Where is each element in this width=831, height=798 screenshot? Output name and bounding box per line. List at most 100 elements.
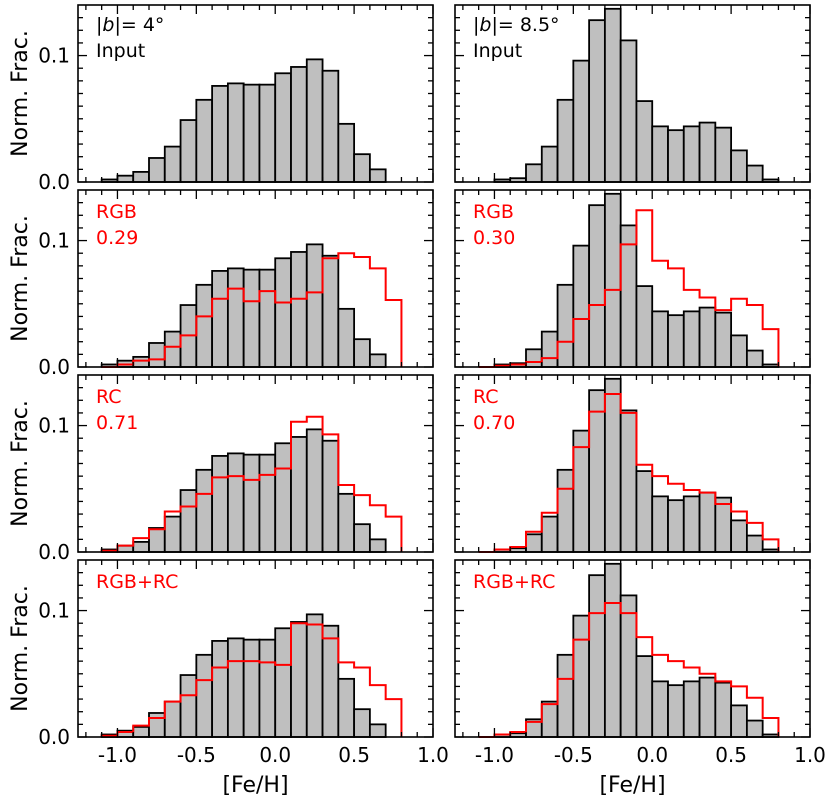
x-tick-label: -0.5 bbox=[554, 743, 593, 767]
input-bar bbox=[667, 129, 685, 183]
input-bar bbox=[730, 149, 748, 183]
field-symbol: |b| bbox=[473, 14, 498, 36]
input-bar bbox=[274, 627, 292, 738]
input-bar bbox=[745, 349, 764, 368]
input-bar bbox=[619, 39, 638, 183]
input-bar bbox=[651, 125, 669, 183]
input-bar bbox=[588, 204, 606, 368]
input-bar bbox=[556, 283, 575, 368]
input-bar bbox=[353, 153, 371, 183]
y-tick-label: 0.1 bbox=[38, 229, 70, 253]
input-bar bbox=[353, 338, 371, 368]
input-bar bbox=[179, 674, 198, 738]
y-tick-label: 0.0 bbox=[38, 725, 70, 749]
input-bar bbox=[290, 66, 308, 183]
input-bar bbox=[226, 637, 245, 738]
x-tick-label: 0.0 bbox=[259, 743, 291, 767]
input-bar bbox=[290, 621, 308, 738]
input-bar bbox=[682, 495, 701, 553]
input-bar bbox=[305, 243, 324, 368]
input-bar bbox=[148, 712, 166, 738]
input-bar bbox=[321, 624, 340, 738]
input-bar bbox=[211, 640, 229, 738]
input-bar bbox=[588, 19, 606, 183]
input-bar bbox=[179, 489, 198, 553]
input-bar bbox=[667, 499, 685, 553]
y-axis-label: Norm. Frac. bbox=[8, 30, 33, 157]
input-bar bbox=[714, 126, 733, 183]
x-tick-label: 1.0 bbox=[794, 743, 826, 767]
y-axis-label: Norm. Frac. bbox=[8, 215, 33, 342]
x-axis-label: [Fe/H] bbox=[222, 773, 288, 798]
input-bar bbox=[698, 491, 717, 553]
input-bar bbox=[745, 164, 764, 183]
model-step-line bbox=[100, 415, 403, 552]
input-bar bbox=[619, 594, 638, 738]
input-bar bbox=[337, 122, 356, 183]
input-bar bbox=[540, 515, 559, 553]
input-bar bbox=[132, 170, 150, 183]
x-tick-label: 0.5 bbox=[338, 743, 370, 767]
input-bar bbox=[619, 224, 638, 368]
x-axis-label: [Fe/H] bbox=[599, 773, 665, 798]
input-bar bbox=[290, 251, 308, 368]
input-bar bbox=[635, 100, 654, 183]
input-bar bbox=[572, 614, 591, 738]
y-axis-label: Norm. Frac. bbox=[8, 400, 33, 527]
model-fraction: 0.71 bbox=[96, 412, 138, 434]
model-step-line bbox=[478, 392, 780, 553]
input-bar bbox=[635, 655, 654, 738]
input-bar bbox=[116, 174, 135, 183]
y-tick-label: 0.0 bbox=[38, 170, 70, 194]
input-bar bbox=[132, 540, 150, 553]
panel-c2-r3: RC 0.70 bbox=[454, 374, 811, 553]
input-bar bbox=[337, 307, 356, 368]
model-label: RGB bbox=[96, 201, 137, 223]
input-bar bbox=[635, 285, 654, 368]
input-bar bbox=[163, 515, 182, 553]
input-bar bbox=[242, 453, 261, 553]
input-bar bbox=[525, 163, 543, 183]
input-bar bbox=[290, 436, 308, 553]
input-bar bbox=[211, 455, 229, 553]
input-bar bbox=[258, 83, 277, 183]
input-bar bbox=[525, 348, 543, 368]
x-tick-label: -1.0 bbox=[98, 743, 137, 767]
input-bar bbox=[556, 98, 575, 183]
input-bar bbox=[619, 409, 638, 553]
input-bar bbox=[132, 725, 150, 738]
input-bar bbox=[163, 700, 182, 738]
input-bar bbox=[556, 468, 575, 553]
input-bar bbox=[226, 267, 245, 368]
input-label: Input bbox=[96, 40, 145, 62]
model-step-line bbox=[478, 601, 780, 738]
input-bar bbox=[321, 69, 340, 183]
input-bar bbox=[242, 268, 261, 368]
input-bar bbox=[603, 377, 622, 553]
input-bar bbox=[667, 314, 685, 368]
input-bar bbox=[195, 283, 214, 368]
input-bar bbox=[651, 680, 669, 738]
y-tick-label: 0.0 bbox=[38, 355, 70, 379]
input-bar bbox=[368, 353, 387, 368]
input-bar bbox=[682, 310, 701, 368]
input-bar bbox=[635, 470, 654, 553]
input-bar bbox=[651, 310, 669, 368]
input-bar bbox=[195, 98, 214, 183]
input-bar bbox=[132, 355, 150, 368]
input-bar bbox=[211, 270, 229, 368]
model-fraction: 0.30 bbox=[473, 227, 515, 249]
input-bar bbox=[305, 613, 324, 738]
model-step-line bbox=[478, 209, 780, 368]
model-label: RGB+RC bbox=[96, 571, 178, 593]
input-bar bbox=[321, 254, 340, 368]
model-fraction: 0.29 bbox=[96, 227, 138, 249]
input-bar bbox=[274, 257, 292, 368]
x-tick-label: -1.0 bbox=[475, 743, 514, 767]
input-bar bbox=[603, 7, 622, 183]
y-tick-label: 0.0 bbox=[38, 540, 70, 564]
input-bar bbox=[525, 533, 543, 553]
